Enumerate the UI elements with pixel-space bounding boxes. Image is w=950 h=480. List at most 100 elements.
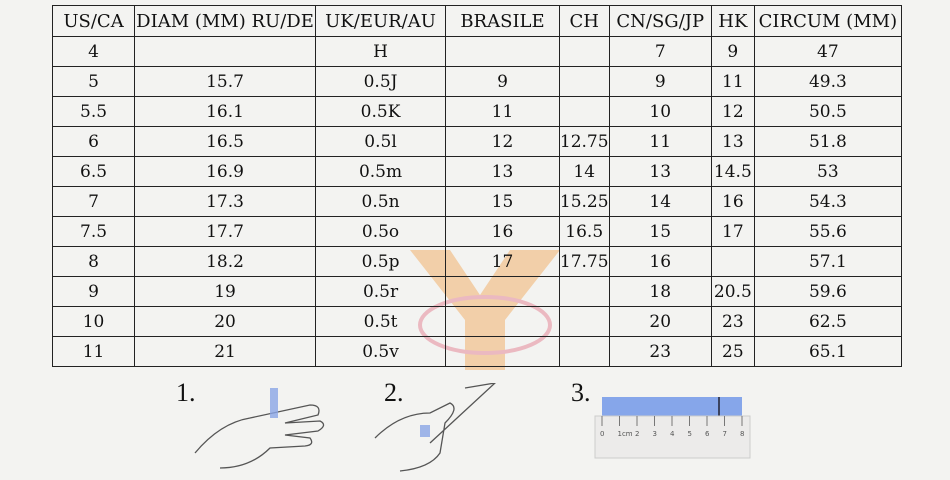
ring-size-table: US/CA DIAM (MM) RU/DE UK/EUR/AU BRASILE CH CN… — [51, 5, 903, 367]
table-cell — [558, 306, 610, 337]
table-row: 10 20 0.5t 20 23 62.5 — [51, 306, 903, 337]
table-cell: 7 — [608, 36, 712, 67]
table-cell: 16.5 — [558, 216, 610, 247]
table-cell: 9 — [710, 36, 755, 67]
table-cell: 7 — [51, 186, 136, 217]
table-cell: 0.5K — [314, 96, 447, 127]
table-cell: 23 — [608, 336, 712, 367]
ruler-tick-label: 2 — [635, 430, 639, 438]
table-row: 7 17.3 0.5n 15 15.25 14 16 54.3 — [51, 186, 903, 217]
table-cell: 18 — [608, 276, 712, 307]
step-1-label: 1. — [176, 378, 196, 407]
table-cell: 23 — [710, 306, 755, 337]
table-cell: 11 — [51, 336, 136, 367]
ruler-tick-label: 1cm — [618, 430, 633, 438]
table-row: 8 18.2 0.5p 17 17.75 16 57.1 — [51, 246, 903, 277]
table-cell: 9 — [608, 66, 712, 97]
table-cell: 17.75 — [558, 246, 610, 277]
table-cell: 16.1 — [134, 96, 316, 127]
table-cell: 11 — [445, 96, 560, 127]
ruler-tick-label: 8 — [740, 430, 744, 438]
table-cell: 47 — [753, 36, 903, 67]
table-cell: 62.5 — [753, 306, 903, 337]
table-cell — [445, 36, 560, 67]
table-cell: 9 — [51, 276, 136, 307]
table-cell: 12 — [710, 96, 755, 127]
table-cell: 6 — [51, 126, 136, 157]
table-cell — [558, 66, 610, 97]
table-cell: 17 — [710, 216, 755, 247]
table-cell — [558, 36, 610, 67]
ruler-tick-label: 7 — [723, 430, 727, 438]
table-cell: 11 — [710, 66, 755, 97]
table-row: 5.5 16.1 0.5K 11 10 12 50.5 — [51, 96, 903, 127]
table-row: 11 21 0.5v 23 25 65.1 — [51, 336, 903, 367]
ruler-tick-label: 3 — [653, 430, 657, 438]
table-cell: 12.75 — [558, 126, 610, 157]
table-cell: 20 — [608, 306, 712, 337]
table-cell: 8 — [51, 246, 136, 277]
table-row: 9 19 0.5r 18 20.5 59.6 — [51, 276, 903, 307]
table-cell: 13 — [710, 126, 755, 157]
table-cell: 6.5 — [51, 156, 136, 187]
table-cell: 65.1 — [753, 336, 903, 367]
table-cell: 15 — [608, 216, 712, 247]
measuring-steps: 1. 2. 3. 0 1cm 2 3 4 5 6 7 8 — [0, 378, 950, 478]
table-cell: 0.5p — [314, 246, 447, 277]
ruler-tick-label: 6 — [705, 430, 710, 438]
column-header: CN/SG/JP — [608, 5, 712, 37]
table-cell: 16.5 — [134, 126, 316, 157]
table-cell — [710, 246, 755, 277]
step-2-label: 2. — [384, 378, 404, 407]
table-cell: 11 — [608, 126, 712, 157]
table-cell: 53 — [753, 156, 903, 187]
column-header: BRASILE — [445, 5, 560, 37]
table-cell: 12 — [445, 126, 560, 157]
ruler-tick-label: 5 — [688, 430, 692, 438]
table-cell: 0.5o — [314, 216, 447, 247]
table-cell: 17.7 — [134, 216, 316, 247]
table-cell: 50.5 — [753, 96, 903, 127]
table-cell: H — [314, 36, 447, 67]
table-cell: 55.6 — [753, 216, 903, 247]
table-cell: 16 — [608, 246, 712, 277]
table-cell: 17 — [445, 246, 560, 277]
table-cell: 16.9 — [134, 156, 316, 187]
table-cell: 15 — [445, 186, 560, 217]
table-cell: 51.8 — [753, 126, 903, 157]
table-cell: 0.5v — [314, 336, 447, 367]
table-cell — [445, 336, 560, 367]
table-cell: 5.5 — [51, 96, 136, 127]
table-cell: 0.5m — [314, 156, 447, 187]
table-cell: 14 — [558, 156, 610, 187]
ruler-tick-label: 4 — [670, 430, 675, 438]
table-cell: 19 — [134, 276, 316, 307]
table-cell: 54.3 — [753, 186, 903, 217]
table-cell — [558, 276, 610, 307]
table-cell: 13 — [608, 156, 712, 187]
table-cell: 17.3 — [134, 186, 316, 217]
table-row: 4 H 7 9 47 — [51, 36, 903, 67]
header-row: US/CA DIAM (MM) RU/DE UK/EUR/AU BRASILE CH CN… — [51, 5, 903, 37]
table-cell: 25 — [710, 336, 755, 367]
table-row: 5 15.7 0.5J 9 9 11 49.3 — [51, 66, 903, 97]
table-cell: 5 — [51, 66, 136, 97]
table-row: 7.5 17.7 0.5o 16 16.5 15 17 55.6 — [51, 216, 903, 247]
column-header: UK/EUR/AU — [314, 5, 447, 37]
table-cell — [558, 336, 610, 367]
table-row: 6 16.5 0.5l 12 12.75 11 13 51.8 — [51, 126, 903, 157]
table-cell: 49.3 — [753, 66, 903, 97]
table-cell: 7.5 — [51, 216, 136, 247]
table-cell: 59.6 — [753, 276, 903, 307]
hand-mark-icon — [374, 383, 496, 472]
table-row: 6.5 16.9 0.5m 13 14 13 14.5 53 — [51, 156, 903, 187]
table-cell: 0.5J — [314, 66, 447, 97]
ruler-tick-label: 0 — [600, 430, 604, 438]
table-cell — [558, 96, 610, 127]
table-cell: 20.5 — [710, 276, 755, 307]
column-header: CH — [558, 5, 610, 37]
table-cell — [445, 306, 560, 337]
table-cell: 13 — [445, 156, 560, 187]
table-cell: 18.2 — [134, 246, 316, 277]
table-cell: 21 — [134, 336, 316, 367]
